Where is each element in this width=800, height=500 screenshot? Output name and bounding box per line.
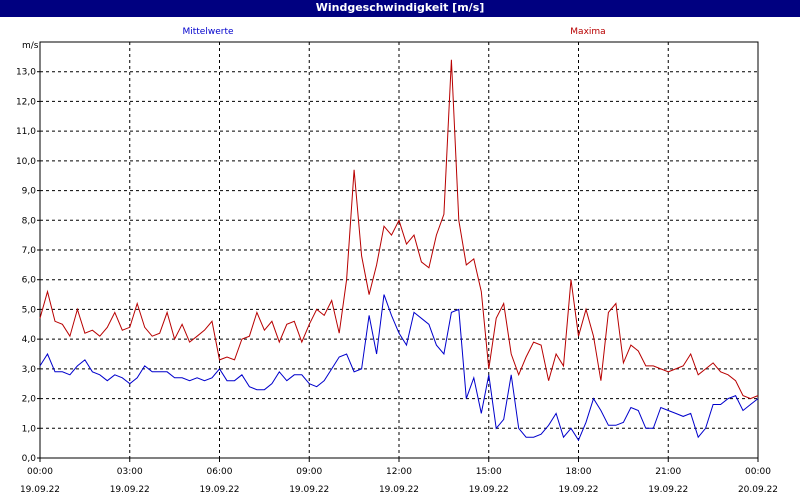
y-axis-unit-label: m/s: [22, 41, 39, 51]
y-tick-label: 8,0: [22, 216, 37, 226]
x-tick-date-label: 19.09.22: [558, 485, 598, 495]
y-tick-label: 5,0: [22, 305, 37, 315]
x-tick-date-label: 19.09.22: [379, 485, 419, 495]
y-tick-label: 3,0: [22, 365, 37, 375]
x-axis-ticks: 00:00 19.09.22 03:00 19.09.22 06:00 19.09.22 0…: [20, 458, 778, 495]
x-tick-time-label: 00:00: [745, 467, 771, 477]
y-tick-label: 11,0: [16, 127, 36, 137]
x-tick-time-label: 06:00: [207, 467, 233, 477]
x-tick-time-label: 21:00: [655, 467, 681, 477]
x-tick-date-label: 19.09.22: [199, 485, 239, 495]
x-tick-date-label: 19.09.22: [469, 485, 509, 495]
series-line-maxima: [39, 59, 759, 400]
x-tick-time-label: 12:00: [386, 467, 412, 477]
y-tick-label: 13,0: [16, 68, 36, 78]
y-axis-ticks: 0,0 1,0 2,0 3,0 4,0 5,0 6,0 7,0 8,0 9,0 10,0 11,0 12…: [16, 68, 40, 464]
window-title-bar: Windgeschwindigkeit [m/s]: [0, 0, 800, 17]
y-tick-label: 10,0: [16, 157, 36, 167]
y-tick-label: 0,0: [22, 454, 37, 464]
y-tick-label: 9,0: [22, 187, 37, 197]
x-tick-time-label: 15:00: [476, 467, 502, 477]
y-tick-label: 7,0: [22, 246, 37, 256]
x-tick-time-label: 09:00: [296, 467, 322, 477]
legend-max-label: Maxima: [570, 27, 605, 37]
y-tick-label: 6,0: [22, 276, 37, 286]
y-tick-label: 2,0: [22, 395, 37, 405]
series-line-mittelwerte: [39, 294, 759, 442]
plot-area: [39, 41, 759, 459]
y-tick-label: 4,0: [22, 335, 37, 345]
x-tick-date-label: 19.09.22: [289, 485, 329, 495]
y-tick-label: 12,0: [16, 97, 36, 107]
x-tick-time-label: 00:00: [27, 467, 53, 477]
data-series: [39, 59, 759, 442]
y-tick-label: 1,0: [22, 424, 37, 434]
x-tick-date-label: 19.09.22: [20, 485, 60, 495]
x-tick-date-label: 19.09.22: [110, 485, 150, 495]
x-tick-time-label: 03:00: [117, 467, 143, 477]
x-tick-date-label: 19.09.22: [648, 485, 688, 495]
legend-mean-label: Mittelwerte: [182, 27, 233, 37]
x-tick-time-label: 18:00: [566, 467, 592, 477]
x-tick-date-label: 20.09.22: [738, 485, 778, 495]
